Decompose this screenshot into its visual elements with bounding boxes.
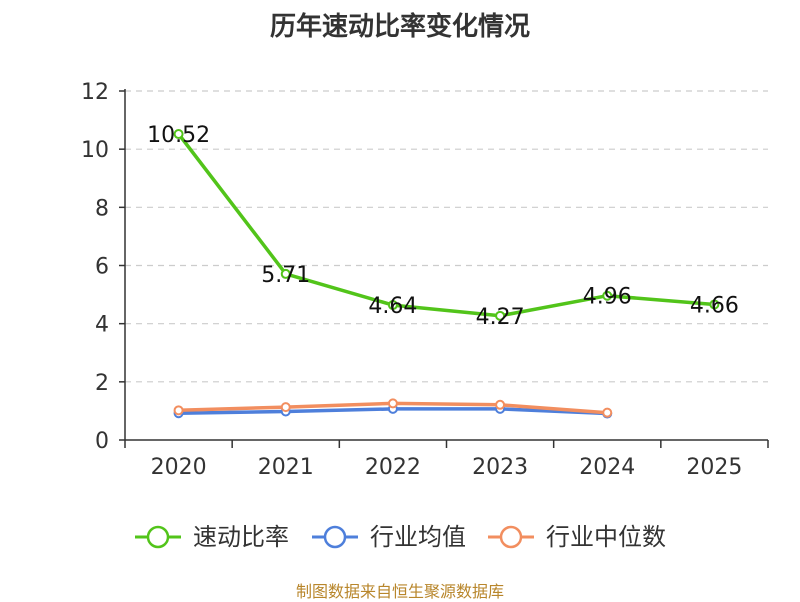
- legend-item-2[interactable]: 行业中位数: [488, 523, 666, 551]
- series-line-0: [176, 132, 717, 318]
- legend-marker: [323, 525, 347, 549]
- data-point[interactable]: [173, 405, 184, 416]
- data-point[interactable]: [280, 268, 291, 279]
- x-tick-label: 2020: [151, 455, 207, 480]
- x-tick-label: 2024: [579, 455, 635, 480]
- legend-marker: [146, 525, 170, 549]
- y-tick-label: 12: [81, 80, 109, 105]
- legend-label: 行业中位数: [546, 523, 666, 551]
- data-point[interactable]: [173, 129, 184, 140]
- legend-marker: [499, 525, 523, 549]
- legend-label: 行业均值: [370, 523, 466, 551]
- y-tick-label: 0: [95, 429, 109, 454]
- y-tick-label: 6: [95, 255, 109, 280]
- data-point[interactable]: [387, 398, 398, 409]
- data-labels: 10.52 5.71 4.64 4.27 4.96 4.66: [147, 123, 739, 330]
- legend-item-1[interactable]: 行业均值: [312, 523, 466, 551]
- source-note: 制图数据来自恒生聚源数据库: [295, 582, 504, 601]
- data-point[interactable]: [280, 402, 291, 413]
- data-label: 4.66: [690, 293, 739, 318]
- data-label: 4.96: [583, 285, 632, 310]
- data-point[interactable]: [602, 290, 613, 301]
- x-tick-label: 2025: [686, 455, 742, 480]
- legend-item-0[interactable]: 速动比率: [135, 523, 289, 551]
- data-point[interactable]: [709, 299, 720, 310]
- grid-lines: [125, 90, 768, 383]
- y-tick-label: 10: [81, 138, 109, 163]
- data-label: 4.27: [476, 305, 525, 330]
- y-tick-label: 8: [95, 196, 109, 221]
- y-tick-label: 2: [95, 371, 109, 396]
- data-point[interactable]: [602, 407, 613, 418]
- axes: 0 2 4 6 8 10 12 2020 2021 2022 2023 2024 2025: [81, 80, 769, 480]
- x-tick-label: 2023: [472, 455, 528, 480]
- chart-title: 历年速动比率变化情况: [269, 12, 530, 42]
- x-tick-label: 2021: [258, 455, 314, 480]
- x-tick-label: 2022: [365, 455, 421, 480]
- data-label: 5.71: [261, 263, 310, 288]
- y-tick-label: 4: [95, 313, 109, 338]
- legend-label: 速动比率: [193, 523, 289, 551]
- data-point[interactable]: [495, 310, 506, 321]
- legend[interactable]: 速动比率 行业均值 行业中位数: [135, 523, 666, 551]
- data-point[interactable]: [387, 300, 398, 311]
- data-label: 4.64: [368, 294, 417, 319]
- series-group: [173, 129, 720, 419]
- data-point[interactable]: [495, 399, 506, 410]
- data-label: 10.52: [147, 123, 210, 148]
